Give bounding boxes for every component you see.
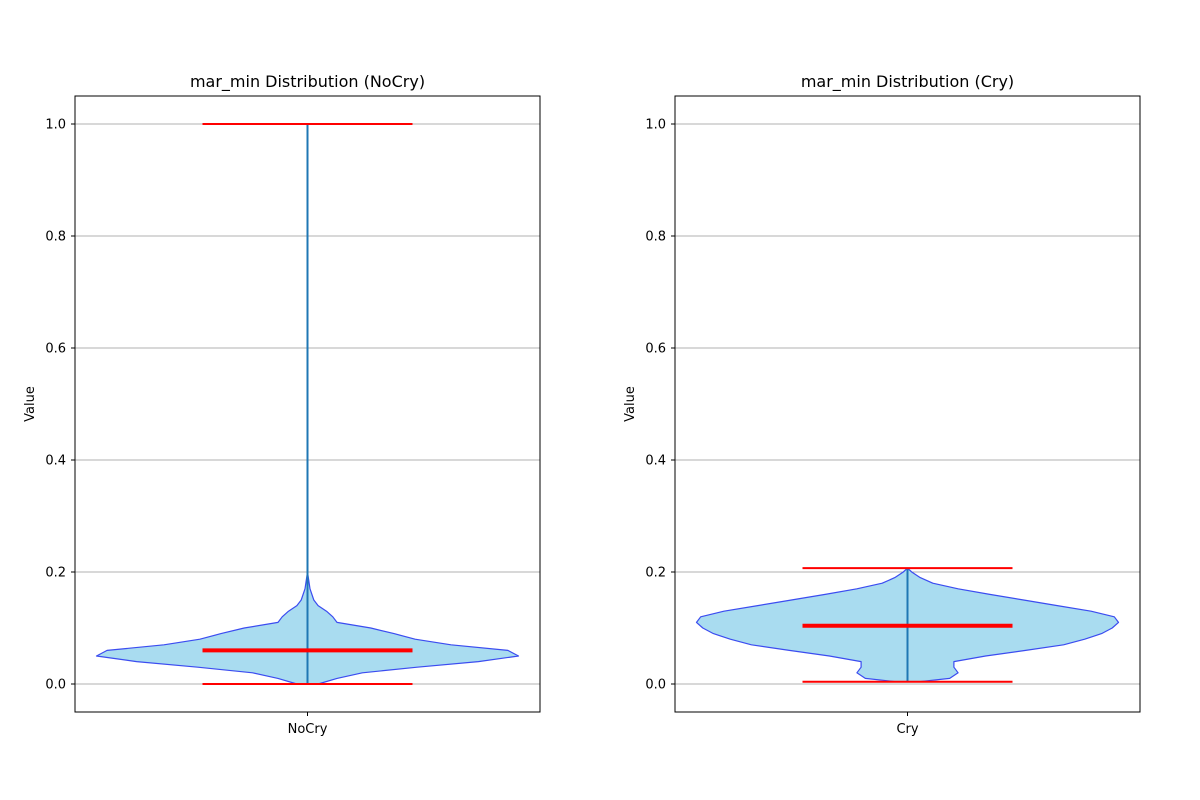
y-axis-label: Value <box>623 386 638 422</box>
y-tick-label: 1.0 <box>45 118 66 133</box>
x-ticks: Cry <box>896 712 919 737</box>
y-tick-label: 0.2 <box>45 566 66 581</box>
violin-stats <box>802 567 1013 683</box>
y-tick-label: 0.0 <box>645 678 666 693</box>
y-tick-label: 0.6 <box>645 342 666 357</box>
y-tick-label: 0.4 <box>645 454 666 469</box>
nocry-violin-panel: 0.0 0.2 0.4 0.6 0.8 1.0 NoCry mar_min Distrib… <box>23 72 541 737</box>
y-tick-label: 0.8 <box>645 230 666 245</box>
y-ticks: 0.0 0.2 0.4 0.6 0.8 1.0 <box>645 118 675 693</box>
cry-violin-panel: 0.0 0.2 0.4 0.6 0.8 1.0 Cry mar_min Distribut… <box>623 72 1141 737</box>
y-tick-label: 0.6 <box>45 342 66 357</box>
y-tick-label: 0.8 <box>45 230 66 245</box>
x-ticks: NoCry <box>288 712 328 737</box>
y-axis-label: Value <box>23 386 38 422</box>
y-tick-label: 0.2 <box>645 566 666 581</box>
x-tick-label-cry: Cry <box>896 722 918 737</box>
y-tick-label: 0.0 <box>45 678 66 693</box>
violin-stats <box>202 123 413 685</box>
y-ticks: 0.0 0.2 0.4 0.6 0.8 1.0 <box>45 118 75 693</box>
chart-title-nocry: mar_min Distribution (NoCry) <box>190 72 425 92</box>
chart-title-cry: mar_min Distribution (Cry) <box>801 72 1014 92</box>
y-tick-label: 1.0 <box>645 118 666 133</box>
y-tick-label: 0.4 <box>45 454 66 469</box>
x-tick-label-nocry: NoCry <box>288 722 328 737</box>
